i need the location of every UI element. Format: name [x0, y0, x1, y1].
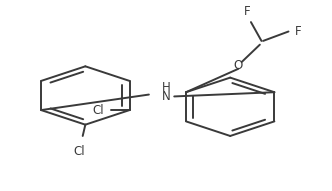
Text: Cl: Cl: [93, 104, 104, 117]
Text: H: H: [162, 81, 170, 94]
Text: N: N: [162, 90, 170, 103]
Text: F: F: [244, 5, 251, 18]
Text: F: F: [294, 25, 301, 38]
Text: O: O: [234, 59, 243, 72]
Text: Cl: Cl: [74, 145, 85, 158]
